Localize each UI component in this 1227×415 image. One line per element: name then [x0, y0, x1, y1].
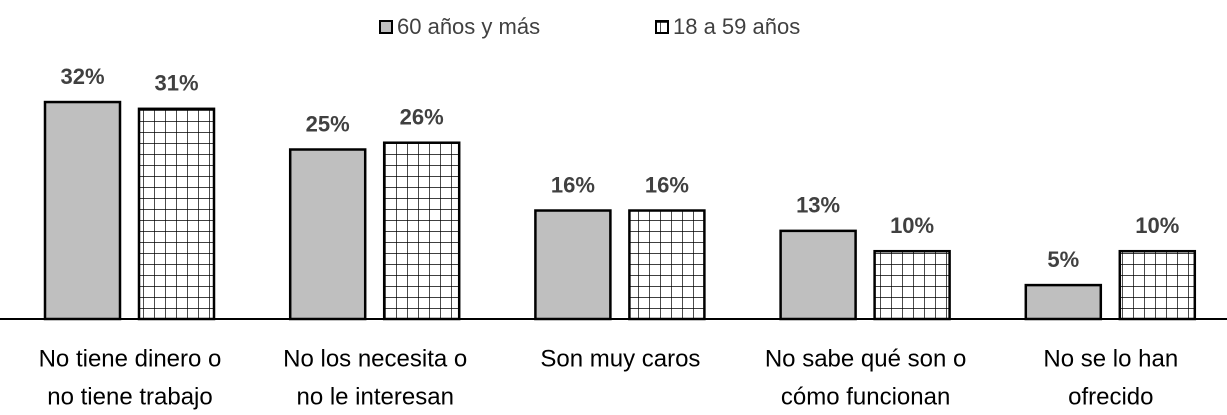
bar	[534, 209, 612, 321]
bar	[43, 100, 122, 321]
value-label: 5%	[1047, 247, 1079, 272]
x-tick-label: no tiene trabajo	[47, 383, 212, 410]
x-tick-label: no le interesan	[296, 383, 453, 410]
value-label: 25%	[306, 111, 350, 136]
bar	[1118, 249, 1197, 321]
x-tick-label: No los necesita o	[283, 345, 467, 372]
x-tick-label: No se lo han	[1043, 345, 1178, 372]
x-tick-label: cómo funcionan	[781, 383, 950, 410]
value-label: 10%	[1135, 213, 1179, 238]
bar	[382, 141, 461, 321]
legend-swatch	[379, 20, 393, 34]
x-tick-label: No tiene dinero o	[39, 345, 222, 372]
legend-swatch	[655, 20, 669, 34]
value-label: 16%	[645, 172, 689, 197]
legend-label: 60 años y más	[397, 14, 540, 39]
value-label: 31%	[154, 71, 198, 96]
x-tick-label: Son muy caros	[540, 345, 700, 372]
value-label: 16%	[551, 172, 595, 197]
value-label: 26%	[400, 105, 444, 130]
x-tick-label: ofrecido	[1068, 383, 1153, 410]
bar	[137, 107, 216, 321]
bar	[779, 229, 857, 321]
legend-label: 18 a 59 años	[673, 14, 800, 39]
x-tick-label: No sabe qué son o	[765, 345, 966, 372]
value-label: 32%	[60, 64, 104, 89]
value-label: 10%	[890, 213, 934, 238]
bar	[288, 148, 367, 321]
bar	[1024, 283, 1103, 321]
bar	[628, 209, 706, 321]
value-label: 13%	[796, 193, 840, 218]
bar	[873, 249, 951, 321]
